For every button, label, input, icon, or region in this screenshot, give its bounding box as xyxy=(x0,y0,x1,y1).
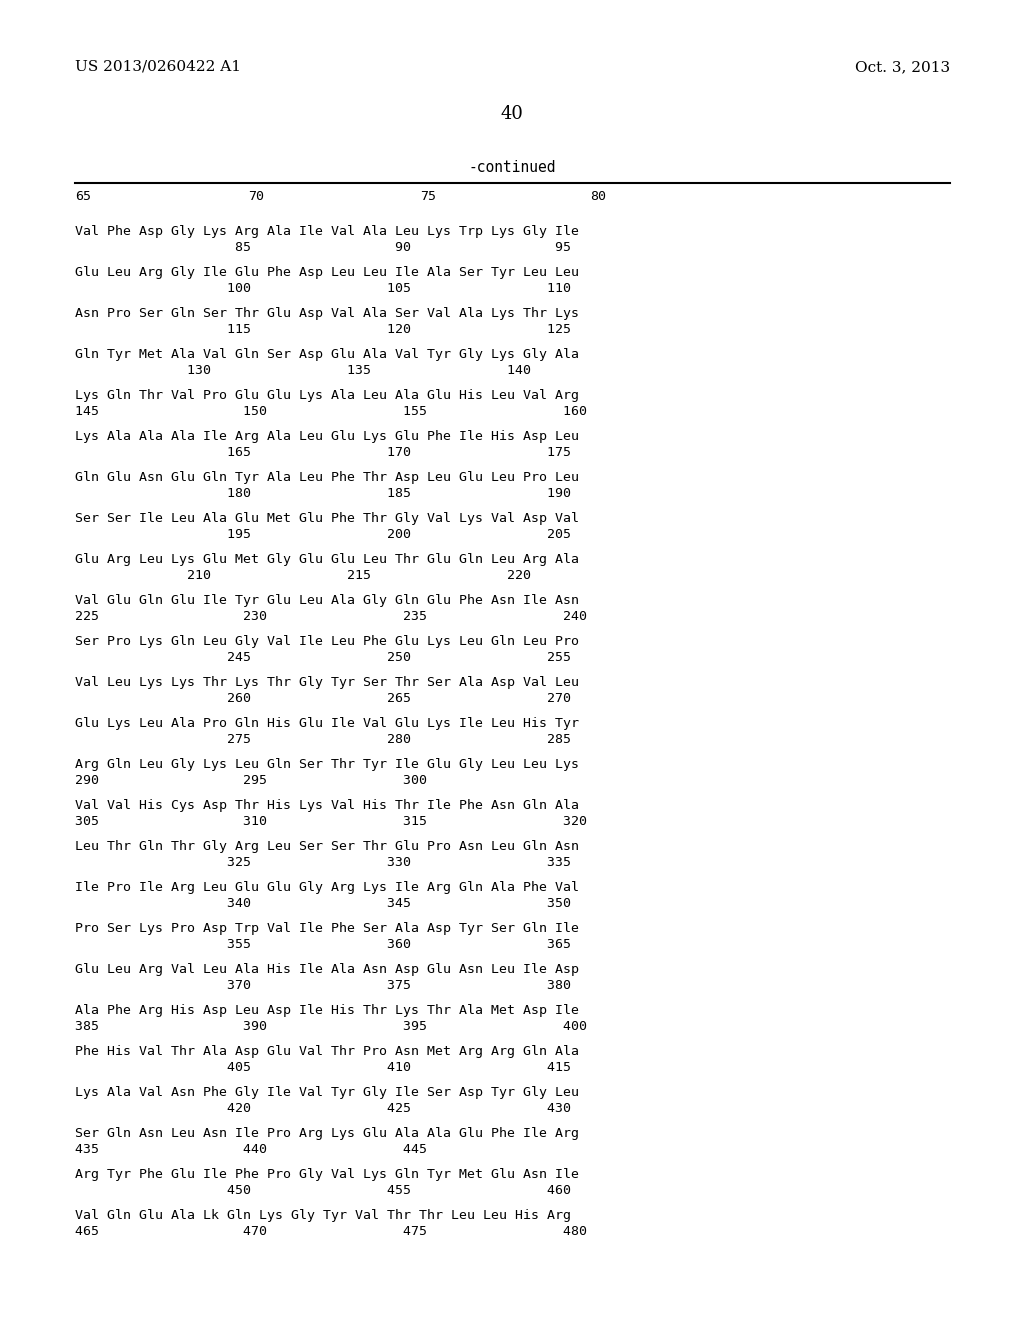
Text: -continued: -continued xyxy=(468,160,556,176)
Text: Ser Ser Ile Leu Ala Glu Met Glu Phe Thr Gly Val Lys Val Asp Val: Ser Ser Ile Leu Ala Glu Met Glu Phe Thr … xyxy=(75,512,579,525)
Text: 165                 170                 175: 165 170 175 xyxy=(75,446,571,459)
Text: 260                 265                 270: 260 265 270 xyxy=(75,692,571,705)
Text: Phe His Val Thr Ala Asp Glu Val Thr Pro Asn Met Arg Arg Gln Ala: Phe His Val Thr Ala Asp Glu Val Thr Pro … xyxy=(75,1045,579,1059)
Text: 385                  390                 395                 400: 385 390 395 400 xyxy=(75,1020,587,1034)
Text: 355                 360                 365: 355 360 365 xyxy=(75,939,571,950)
Text: Lys Ala Ala Ala Ile Arg Ala Leu Glu Lys Glu Phe Ile His Asp Leu: Lys Ala Ala Ala Ile Arg Ala Leu Glu Lys … xyxy=(75,430,579,444)
Text: Glu Leu Arg Gly Ile Glu Phe Asp Leu Leu Ile Ala Ser Tyr Leu Leu: Glu Leu Arg Gly Ile Glu Phe Asp Leu Leu … xyxy=(75,267,579,279)
Text: 340                 345                 350: 340 345 350 xyxy=(75,898,571,909)
Text: Val Glu Gln Glu Ile Tyr Glu Leu Ala Gly Gln Glu Phe Asn Ile Asn: Val Glu Gln Glu Ile Tyr Glu Leu Ala Gly … xyxy=(75,594,579,607)
Text: Oct. 3, 2013: Oct. 3, 2013 xyxy=(855,59,950,74)
Text: Glu Arg Leu Lys Glu Met Gly Glu Glu Leu Thr Glu Gln Leu Arg Ala: Glu Arg Leu Lys Glu Met Gly Glu Glu Leu … xyxy=(75,553,579,566)
Text: 290                  295                 300: 290 295 300 xyxy=(75,774,427,787)
Text: 465                  470                 475                 480: 465 470 475 480 xyxy=(75,1225,587,1238)
Text: 275                 280                 285: 275 280 285 xyxy=(75,733,571,746)
Text: 70: 70 xyxy=(248,190,264,203)
Text: 100                 105                 110: 100 105 110 xyxy=(75,282,571,294)
Text: 145                  150                 155                 160: 145 150 155 160 xyxy=(75,405,587,418)
Text: 450                 455                 460: 450 455 460 xyxy=(75,1184,571,1197)
Text: 65: 65 xyxy=(75,190,91,203)
Text: Val Gln Glu Ala Lk Gln Lys Gly Tyr Val Thr Thr Leu Leu His Arg: Val Gln Glu Ala Lk Gln Lys Gly Tyr Val T… xyxy=(75,1209,571,1222)
Text: Val Phe Asp Gly Lys Arg Ala Ile Val Ala Leu Lys Trp Lys Gly Ile: Val Phe Asp Gly Lys Arg Ala Ile Val Ala … xyxy=(75,224,579,238)
Text: 420                 425                 430: 420 425 430 xyxy=(75,1102,571,1115)
Text: Arg Tyr Phe Glu Ile Phe Pro Gly Val Lys Gln Tyr Met Glu Asn Ile: Arg Tyr Phe Glu Ile Phe Pro Gly Val Lys … xyxy=(75,1168,579,1181)
Text: Gln Glu Asn Glu Gln Tyr Ala Leu Phe Thr Asp Leu Glu Leu Pro Leu: Gln Glu Asn Glu Gln Tyr Ala Leu Phe Thr … xyxy=(75,471,579,484)
Text: 195                 200                 205: 195 200 205 xyxy=(75,528,571,541)
Text: Val Val His Cys Asp Thr His Lys Val His Thr Ile Phe Asn Gln Ala: Val Val His Cys Asp Thr His Lys Val His … xyxy=(75,799,579,812)
Text: 325                 330                 335: 325 330 335 xyxy=(75,855,571,869)
Text: 305                  310                 315                 320: 305 310 315 320 xyxy=(75,814,587,828)
Text: Ile Pro Ile Arg Leu Glu Glu Gly Arg Lys Ile Arg Gln Ala Phe Val: Ile Pro Ile Arg Leu Glu Glu Gly Arg Lys … xyxy=(75,880,579,894)
Text: US 2013/0260422 A1: US 2013/0260422 A1 xyxy=(75,59,241,74)
Text: 75: 75 xyxy=(420,190,436,203)
Text: Glu Lys Leu Ala Pro Gln His Glu Ile Val Glu Lys Ile Leu His Tyr: Glu Lys Leu Ala Pro Gln His Glu Ile Val … xyxy=(75,717,579,730)
Text: Val Leu Lys Lys Thr Lys Thr Gly Tyr Ser Thr Ser Ala Asp Val Leu: Val Leu Lys Lys Thr Lys Thr Gly Tyr Ser … xyxy=(75,676,579,689)
Text: 85                  90                  95: 85 90 95 xyxy=(75,242,571,253)
Text: 225                  230                 235                 240: 225 230 235 240 xyxy=(75,610,587,623)
Text: 115                 120                 125: 115 120 125 xyxy=(75,323,571,337)
Text: 40: 40 xyxy=(501,106,523,123)
Text: Glu Leu Arg Val Leu Ala His Ile Ala Asn Asp Glu Asn Leu Ile Asp: Glu Leu Arg Val Leu Ala His Ile Ala Asn … xyxy=(75,964,579,975)
Text: Ser Pro Lys Gln Leu Gly Val Ile Leu Phe Glu Lys Leu Gln Leu Pro: Ser Pro Lys Gln Leu Gly Val Ile Leu Phe … xyxy=(75,635,579,648)
Text: 180                 185                 190: 180 185 190 xyxy=(75,487,571,500)
Text: 435                  440                 445: 435 440 445 xyxy=(75,1143,427,1156)
Text: Pro Ser Lys Pro Asp Trp Val Ile Phe Ser Ala Asp Tyr Ser Gln Ile: Pro Ser Lys Pro Asp Trp Val Ile Phe Ser … xyxy=(75,921,579,935)
Text: Gln Tyr Met Ala Val Gln Ser Asp Glu Ala Val Tyr Gly Lys Gly Ala: Gln Tyr Met Ala Val Gln Ser Asp Glu Ala … xyxy=(75,348,579,360)
Text: Asn Pro Ser Gln Ser Thr Glu Asp Val Ala Ser Val Ala Lys Thr Lys: Asn Pro Ser Gln Ser Thr Glu Asp Val Ala … xyxy=(75,308,579,319)
Text: Lys Ala Val Asn Phe Gly Ile Val Tyr Gly Ile Ser Asp Tyr Gly Leu: Lys Ala Val Asn Phe Gly Ile Val Tyr Gly … xyxy=(75,1086,579,1100)
Text: Ser Gln Asn Leu Asn Ile Pro Arg Lys Glu Ala Ala Glu Phe Ile Arg: Ser Gln Asn Leu Asn Ile Pro Arg Lys Glu … xyxy=(75,1127,579,1140)
Text: Ala Phe Arg His Asp Leu Asp Ile His Thr Lys Thr Ala Met Asp Ile: Ala Phe Arg His Asp Leu Asp Ile His Thr … xyxy=(75,1005,579,1016)
Text: Arg Gln Leu Gly Lys Leu Gln Ser Thr Tyr Ile Glu Gly Leu Leu Lys: Arg Gln Leu Gly Lys Leu Gln Ser Thr Tyr … xyxy=(75,758,579,771)
Text: Leu Thr Gln Thr Gly Arg Leu Ser Ser Thr Glu Pro Asn Leu Gln Asn: Leu Thr Gln Thr Gly Arg Leu Ser Ser Thr … xyxy=(75,840,579,853)
Text: 405                 410                 415: 405 410 415 xyxy=(75,1061,571,1074)
Text: 210                 215                 220: 210 215 220 xyxy=(75,569,531,582)
Text: 130                 135                 140: 130 135 140 xyxy=(75,364,531,378)
Text: Lys Gln Thr Val Pro Glu Glu Lys Ala Leu Ala Glu His Leu Val Arg: Lys Gln Thr Val Pro Glu Glu Lys Ala Leu … xyxy=(75,389,579,403)
Text: 370                 375                 380: 370 375 380 xyxy=(75,979,571,993)
Text: 245                 250                 255: 245 250 255 xyxy=(75,651,571,664)
Text: 80: 80 xyxy=(590,190,606,203)
